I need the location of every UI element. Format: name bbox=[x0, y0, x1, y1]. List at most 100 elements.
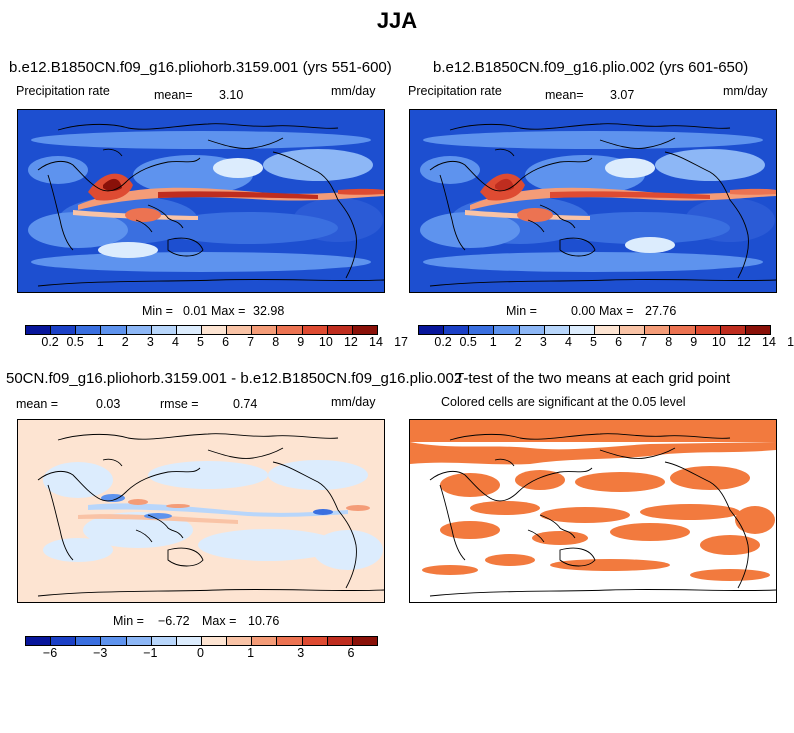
panel1-precip-map bbox=[17, 109, 385, 293]
colorbar-tick-label: 8 bbox=[665, 335, 673, 349]
colorbar-swatch bbox=[745, 326, 770, 334]
colorbar-tick-label: 1 bbox=[247, 646, 255, 660]
panel2-title: b.e12.B1850CN.f09_g16.plio.002 (yrs 601-… bbox=[433, 59, 749, 76]
panel2-mean-value: 3.07 bbox=[610, 88, 635, 102]
colorbar-swatch bbox=[201, 637, 228, 645]
colorbar-tick-label: 10 bbox=[711, 335, 726, 349]
colorbar-swatch bbox=[201, 326, 228, 334]
colorbar-tick-label: 3 bbox=[297, 646, 305, 660]
colorbar-swatch bbox=[620, 326, 646, 334]
panel3-min-label: Min = bbox=[113, 614, 144, 628]
colorbar-swatch bbox=[277, 326, 303, 334]
colorbar-tick-label: 17 bbox=[394, 335, 409, 349]
colorbar-swatch bbox=[277, 637, 303, 645]
colorbar-tick-label: 4 bbox=[171, 335, 179, 349]
colorbar-swatch bbox=[544, 326, 570, 334]
panel2-units: mm/day bbox=[723, 84, 768, 98]
colorbar-swatch bbox=[227, 637, 253, 645]
colorbar-swatch bbox=[51, 637, 77, 645]
colorbar-tick-label: 0.2 bbox=[41, 335, 59, 349]
panel3-units: mm/day bbox=[331, 395, 376, 409]
panel1-title: b.e12.B1850CN.f09_g16.pliohorb.3159.001 … bbox=[9, 59, 392, 76]
colorbar-tick-label: 8 bbox=[272, 335, 280, 349]
panel3-mean-value: 0.03 bbox=[96, 397, 121, 411]
colorbar-swatch bbox=[327, 326, 353, 334]
panel3-min-value: −6.72 bbox=[158, 614, 190, 628]
colorbar-swatch bbox=[227, 326, 253, 334]
colorbar-swatch bbox=[645, 326, 671, 334]
colorbar-tick-label: 5 bbox=[590, 335, 597, 349]
panel2-max-value: 27.76 bbox=[645, 304, 677, 318]
colorbar-tick-label: 17 bbox=[787, 335, 794, 349]
colorbar-swatch bbox=[720, 326, 746, 334]
colorbar-tick-label: 3 bbox=[146, 335, 154, 349]
colorbar-swatch bbox=[26, 326, 52, 334]
colorbar-swatch bbox=[76, 637, 102, 645]
colorbar-swatch bbox=[494, 326, 520, 334]
colorbar-swatch bbox=[76, 326, 102, 334]
colorbar-tick-label: 12 bbox=[736, 335, 751, 349]
colorbar-swatch bbox=[444, 326, 470, 334]
colorbar-swatch bbox=[302, 637, 328, 645]
colorbar-swatch bbox=[126, 637, 152, 645]
panel3-title: 50CN.f09_g16.pliohorb.3159.001 - b.e12.B… bbox=[6, 370, 463, 387]
colorbar-tick-label: 2 bbox=[121, 335, 129, 349]
colorbar-tick-label: 1 bbox=[96, 335, 104, 349]
colorbar-swatch bbox=[302, 326, 328, 334]
panel1-min-value: 0.01 bbox=[183, 304, 208, 318]
panel2-max-label: Max = bbox=[599, 304, 634, 318]
panel1-colorbar bbox=[25, 325, 378, 335]
colorbar-swatch bbox=[327, 637, 353, 645]
colorbar-tick-label: 7 bbox=[247, 335, 255, 349]
panel2-mean-label: mean= bbox=[545, 88, 584, 102]
colorbar-tick-label: 9 bbox=[297, 335, 305, 349]
panel3-difference-map bbox=[17, 419, 385, 603]
colorbar-tick-label: 0 bbox=[197, 646, 204, 660]
colorbar-tick-label: 12 bbox=[343, 335, 358, 349]
panel1-mean-value: 3.10 bbox=[219, 88, 244, 102]
panel4-title: T-test of the two means at each grid poi… bbox=[455, 370, 731, 387]
colorbar-tick-label: 14 bbox=[369, 335, 383, 349]
panel3-max-label: Max = bbox=[202, 614, 237, 628]
panel3-max-value: 10.76 bbox=[248, 614, 280, 628]
colorbar-tick-label: 10 bbox=[318, 335, 333, 349]
colorbar-swatch bbox=[569, 326, 595, 334]
colorbar-tick-label: 14 bbox=[762, 335, 776, 349]
colorbar-swatch bbox=[101, 326, 127, 334]
panel3-rmse-value: 0.74 bbox=[233, 397, 258, 411]
panel3-colorbar bbox=[25, 636, 378, 646]
colorbar-tick-label: 7 bbox=[640, 335, 648, 349]
colorbar-tick-label: −6 bbox=[42, 646, 58, 660]
colorbar-swatch bbox=[352, 637, 377, 645]
colorbar-swatch bbox=[151, 326, 177, 334]
colorbar-swatch bbox=[469, 326, 495, 334]
colorbar-tick-label: −3 bbox=[93, 646, 108, 660]
colorbar-tick-label: −1 bbox=[143, 646, 158, 660]
colorbar-tick-label: 6 bbox=[347, 646, 355, 660]
colorbar-tick-label: 2 bbox=[514, 335, 522, 349]
panel2-variable: Precipitation rate bbox=[408, 84, 502, 98]
colorbar-tick-label: 4 bbox=[564, 335, 572, 349]
colorbar-tick-label: 5 bbox=[197, 335, 204, 349]
colorbar-swatch bbox=[176, 326, 202, 334]
colorbar-swatch bbox=[419, 326, 445, 334]
panel1-mean-label: mean= bbox=[154, 88, 193, 102]
colorbar-tick-label: 6 bbox=[222, 335, 230, 349]
panel1-units: mm/day bbox=[331, 84, 376, 98]
panel4-significance-map bbox=[409, 419, 777, 603]
panel1-max-value: 32.98 bbox=[253, 304, 285, 318]
colorbar-swatch bbox=[695, 326, 721, 334]
panel3-rmse-label: rmse = bbox=[160, 397, 199, 411]
colorbar-swatch bbox=[594, 326, 621, 334]
panel2-min-value: 0.00 bbox=[571, 304, 596, 318]
panel1-max-label: Max = bbox=[211, 304, 246, 318]
colorbar-swatch bbox=[101, 637, 127, 645]
colorbar-swatch bbox=[252, 637, 278, 645]
panel4-subtitle: Colored cells are significant at the 0.0… bbox=[441, 395, 686, 409]
colorbar-swatch bbox=[151, 637, 177, 645]
panel2-min-label: Min = bbox=[506, 304, 537, 318]
panel1-min-label: Min = bbox=[142, 304, 173, 318]
colorbar-tick-label: 9 bbox=[690, 335, 698, 349]
colorbar-tick-label: 3 bbox=[539, 335, 547, 349]
colorbar-swatch bbox=[126, 326, 152, 334]
